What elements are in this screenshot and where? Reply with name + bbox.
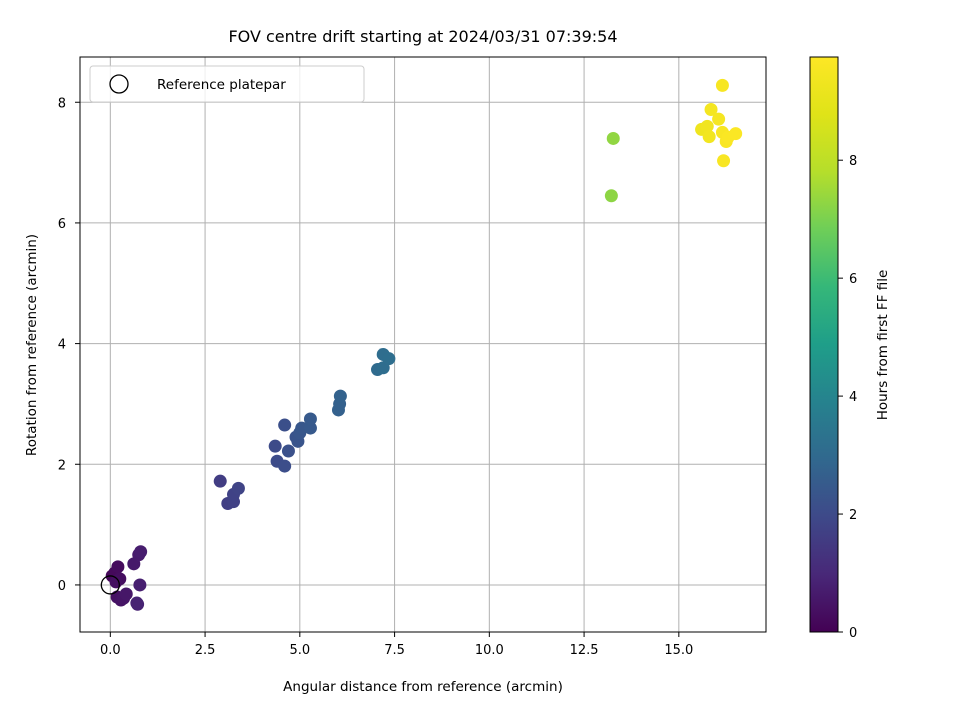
y-axis-ticks: 0 2 4 6 8 (58, 96, 80, 594)
x-tick-label: 12.5 (570, 643, 599, 658)
colorbar-tick-label: 0 (849, 626, 857, 641)
data-point (111, 560, 125, 574)
x-tick-label: 0.0 (100, 643, 121, 658)
y-tick-label: 0 (58, 579, 66, 594)
chart-title: FOV centre drift starting at 2024/03/31 … (228, 27, 617, 46)
data-point (213, 474, 227, 488)
x-tick-label: 5.0 (289, 643, 310, 658)
data-points (105, 78, 743, 611)
legend-label: Reference platepar (157, 77, 286, 93)
data-point (278, 418, 292, 432)
data-point (119, 587, 133, 601)
data-point (281, 444, 295, 458)
colorbar (809, 56, 839, 633)
y-tick-label: 6 (58, 217, 66, 232)
data-point (303, 421, 317, 435)
x-tick-label: 15.0 (664, 643, 693, 658)
colorbar-tick-label: 4 (849, 390, 857, 405)
colorbar-tick-label: 6 (849, 272, 857, 287)
legend-box (89, 65, 365, 103)
data-point (130, 596, 144, 610)
data-point (704, 102, 718, 116)
data-point (715, 78, 729, 92)
data-point (268, 439, 282, 453)
x-tick-label: 10.0 (475, 643, 504, 658)
x-tick-label: 7.5 (384, 643, 405, 658)
y-tick-label: 8 (58, 96, 66, 111)
data-point (606, 131, 620, 145)
reference-platepar-marker (100, 575, 120, 595)
y-tick-label: 4 (58, 338, 66, 353)
x-axis-ticks: 0.0 2.5 5.0 7.5 10.0 12.5 15.0 (100, 632, 693, 658)
data-point (231, 481, 245, 495)
data-point (333, 389, 347, 403)
data-point (700, 119, 714, 133)
legend: Reference platepar (89, 65, 365, 103)
gridlines (80, 57, 766, 632)
data-point (604, 189, 618, 203)
colorbar-tick-label: 2 (849, 508, 857, 523)
data-point (303, 412, 317, 426)
data-point (729, 127, 743, 141)
colorbar-tick-label: 8 (849, 154, 857, 169)
data-point (717, 154, 731, 168)
x-tick-label: 2.5 (195, 643, 216, 658)
data-point (702, 130, 716, 144)
data-point (278, 459, 292, 473)
colorbar-label: Hours from first FF file (875, 270, 891, 421)
data-point (382, 352, 396, 366)
y-tick-label: 2 (58, 458, 66, 473)
colorbar-ticks: 0 2 4 6 8 (838, 154, 857, 641)
plot-frame (79, 56, 767, 633)
y-axis-label: Rotation from reference (arcmin) (24, 234, 40, 456)
legend-marker (109, 74, 129, 94)
data-point (134, 545, 148, 559)
x-axis-label: Angular distance from reference (arcmin) (283, 679, 563, 695)
data-point (133, 578, 147, 592)
data-point (712, 112, 726, 126)
